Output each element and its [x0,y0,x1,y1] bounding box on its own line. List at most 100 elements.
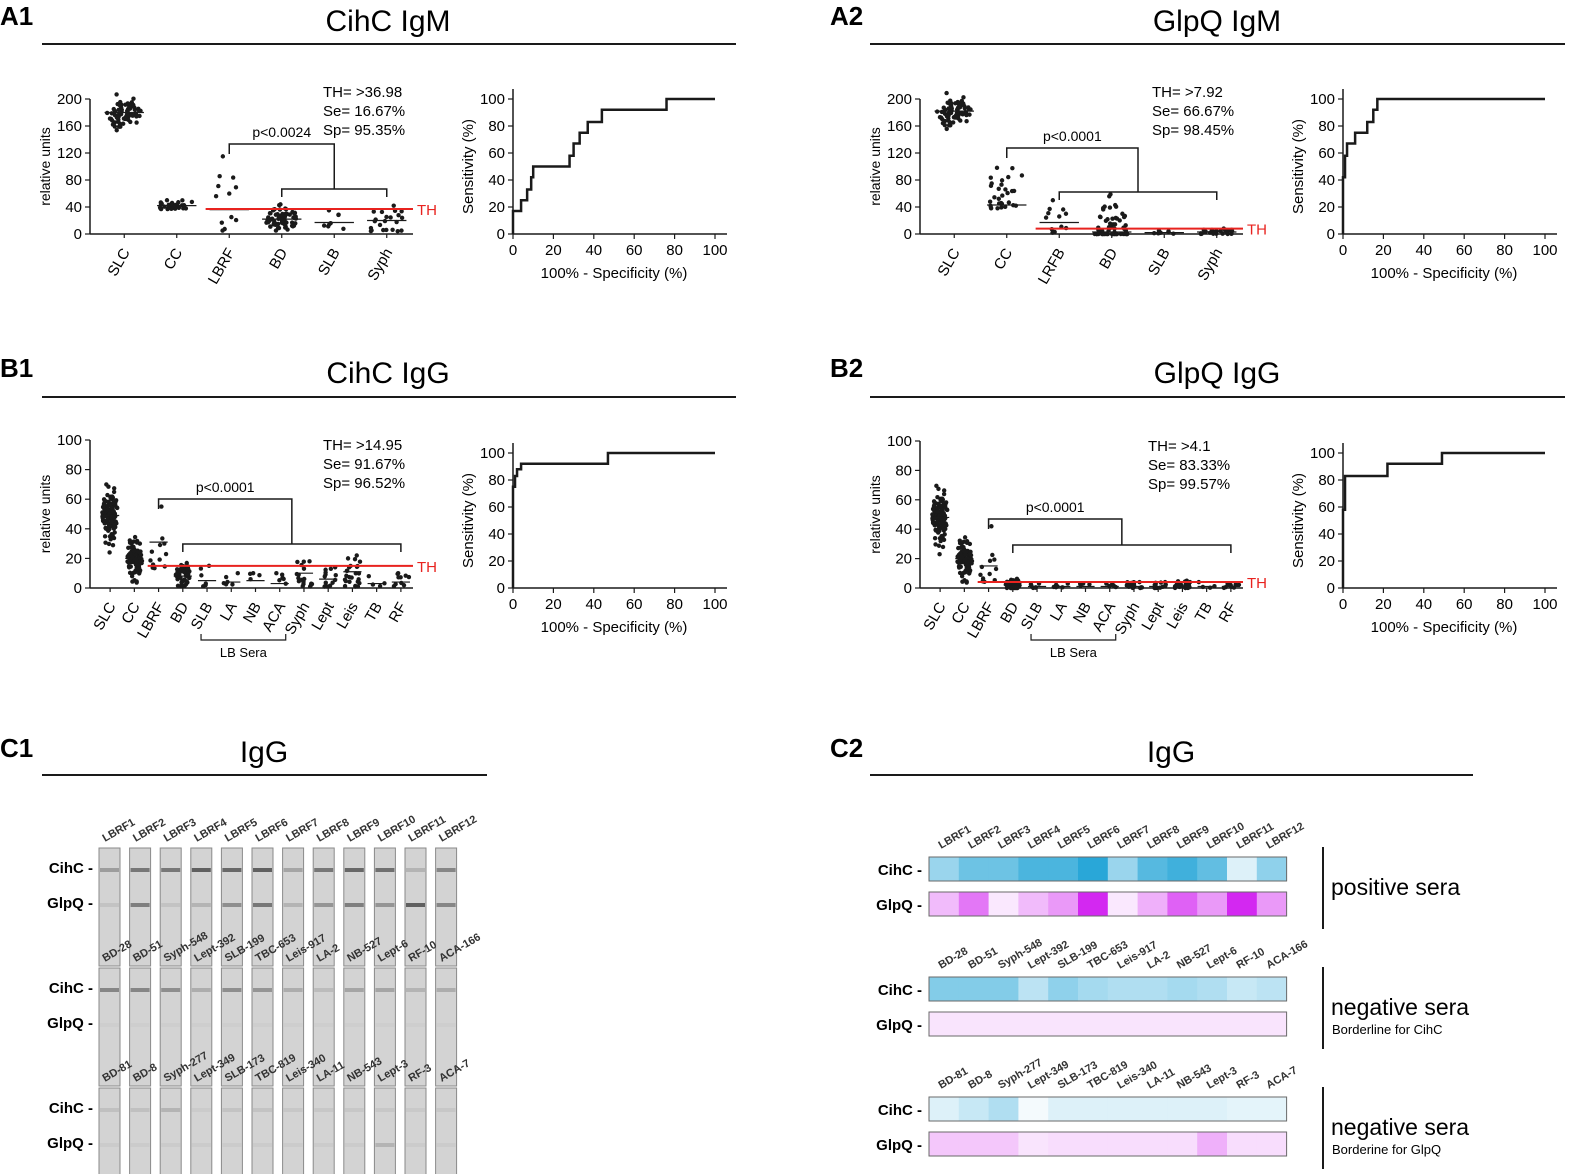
cihc-heat-cell [1078,857,1109,881]
cihc-heat-cell [1227,857,1258,881]
glpq-heat-cell [1107,892,1139,916]
data-point [105,517,110,523]
data-point [958,118,963,123]
glpq-heat-cell [1167,892,1198,916]
data-point [940,544,946,550]
pvalue-label: p<0.0001 [1026,499,1085,515]
data-point [223,582,229,587]
row-label-cihc: CihC - [878,982,922,999]
cihc-heat-cell [1078,977,1109,1001]
cihc-band [344,988,364,992]
data-point [107,550,112,555]
roc-y-tick-label: 100 [480,91,505,108]
roc-y-tick-label: 0 [1327,580,1335,597]
blot-strip [404,967,427,1087]
data-point [127,570,133,576]
cihc-heat-cell [1137,857,1168,881]
roc-x-tick-label: 60 [626,596,643,613]
roc-x-tick-label: 40 [1415,596,1432,613]
data-point [964,540,970,546]
cihc-band [283,868,303,872]
roc-y-axis-label: Sensitivity (%) [1290,119,1307,214]
stat-threshold: TH= >36.98 [323,84,402,101]
data-point [111,486,117,491]
roc-x-tick-label: 0 [1339,242,1347,259]
data-point [322,584,327,589]
cihc-band [406,1108,425,1112]
roc-x-tick-label: 60 [1456,242,1473,259]
data-point [111,509,116,514]
data-point [102,513,108,519]
data-point [289,223,295,228]
blot-strip [159,847,182,967]
data-point [964,112,969,118]
data-point [223,574,229,580]
comparison-bracket [1012,544,1232,553]
y-tick-label: 20 [65,550,82,567]
pvalue-bracket [228,143,335,189]
stat-sensitivity: Se= 83.33% [1148,457,1230,474]
data-point [131,102,136,108]
threshold-label: TH [417,202,437,219]
data-point [108,537,113,542]
data-point [953,101,958,106]
glpq-band [283,1143,303,1147]
data-point [377,583,383,589]
cihc-heat-row-frame [928,1096,1288,1122]
data-point [962,578,967,583]
data-point [227,191,232,196]
roc-x-tick-label: 40 [585,242,602,259]
data-point [930,520,936,526]
blot-strip [404,1087,427,1174]
glpq-heat-row-frame [928,1011,1288,1037]
y-tick-label: 60 [895,492,912,509]
data-point [942,118,948,124]
group-label: positive sera [1331,874,1460,900]
data-point [341,226,346,231]
data-point [291,211,297,216]
b2-roc-curve: 00 20 20 40 40 60 60 80 80 100 100 100% - Specifici… [1290,443,1558,636]
row-label-glpq: GlpQ - [876,1017,922,1034]
data-point [327,222,332,227]
cihc-band [100,988,119,992]
data-point [987,571,992,577]
heat-column-label: BD-81 [937,1065,971,1091]
data-point [988,203,993,208]
data-point [988,183,994,189]
row-label-cihc: CihC - [49,980,93,997]
x-tick-label: LBRF [205,246,239,288]
data-point [946,106,951,111]
data-point [131,570,136,576]
roc-y-tick-label: 100 [1310,445,1335,462]
data-point [980,576,986,581]
cihc-heat-cell [929,857,960,881]
data-point [333,572,338,578]
cihc-heat-cell [1256,857,1288,881]
pvalue-bracket [157,498,293,544]
blot-strip [190,1087,213,1174]
data-point [953,113,959,118]
x-tick-label: SLB [188,600,217,633]
data-point [959,574,965,579]
data-point [125,554,130,559]
data-point [1103,218,1109,223]
cihc-heat-cell [1018,1097,1049,1121]
data-point [355,584,361,589]
data-point [189,199,195,205]
data-point [112,120,118,125]
glpq-band [161,1143,181,1147]
glpq-heat-cell [1227,1132,1258,1156]
heat-column-label: LBRF4 [1026,823,1063,852]
data-point [932,515,938,521]
y-axis-label: relative units [867,127,883,206]
panel-title-a1: CihC IgM [325,5,450,38]
data-point [106,541,112,547]
data-point [101,501,107,506]
roc-x-tick-label: 20 [545,242,562,259]
glpq-band [314,1143,334,1147]
x-tick-label: SLC [920,599,949,633]
data-point [968,553,974,558]
data-point [964,559,970,564]
roc-y-tick-label: 40 [1318,526,1335,543]
data-point [114,505,120,510]
